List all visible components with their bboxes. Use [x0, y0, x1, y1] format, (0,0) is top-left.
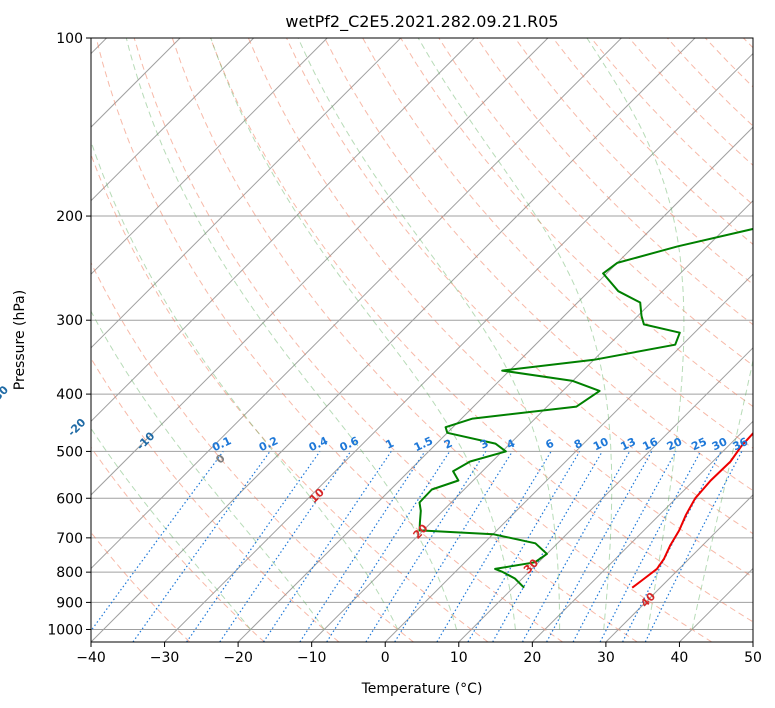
dry-adiabat [171, 38, 713, 642]
isotherm-gridline [752, 641, 753, 642]
y-tick-label: 800 [56, 565, 83, 581]
mixing-ratio-label: 25 [689, 435, 708, 453]
dry-adiabat [91, 357, 340, 642]
series-layer [418, 227, 753, 589]
mixing-ratio-line [546, 451, 653, 642]
y-tick-label: 900 [56, 595, 83, 611]
isotherm-gridline [91, 38, 622, 570]
dry-adiabat [91, 261, 414, 642]
isotherm-gridline [91, 38, 475, 423]
dry-adiabat-label: -30 [0, 383, 11, 406]
y-tick-label: 600 [56, 491, 83, 507]
isotherm-gridline [91, 38, 549, 496]
mixing-ratio-label: 13 [618, 435, 637, 453]
dry-adiabat [514, 38, 753, 285]
y-tick-label: 300 [56, 313, 83, 329]
isotherm-gridline [91, 38, 255, 202]
plot-background [91, 38, 753, 642]
mixing-ratio-label: 36 [731, 435, 751, 453]
moist-adiabat [91, 139, 399, 630]
mixing-ratio-line [91, 451, 224, 632]
isotherm-gridline [531, 420, 753, 642]
x-tick-label: −40 [76, 650, 106, 666]
dry-adiabat [91, 446, 265, 642]
moist-adiabat [417, 38, 613, 630]
dry-adiabat [286, 38, 753, 535]
isotherm-gridline [91, 38, 696, 642]
isotherm-gridline [458, 347, 753, 642]
y-tick-label: 400 [56, 387, 83, 403]
dewpoint-profile-line [418, 227, 753, 589]
isotherm-gridline [91, 38, 402, 349]
y-tick-label: 500 [56, 444, 83, 460]
x-tick-label: 0 [381, 650, 390, 666]
moist-adiabat [586, 38, 685, 630]
x-tick-label: 40 [671, 650, 689, 666]
mixing-ratio-line [186, 451, 321, 642]
mixing-ratio-label: 30 [710, 435, 730, 453]
x-tick-label: 30 [597, 650, 615, 666]
moist-adiabat [297, 38, 561, 630]
x-axis-label: Temperature (°C) [361, 681, 483, 697]
y-tick-label: 100 [56, 31, 83, 47]
isotherm-gridline [605, 494, 753, 642]
moist-adiabat [91, 310, 325, 630]
isotherm-gridline [384, 273, 753, 642]
dry-adiabat [209, 38, 753, 623]
dry-adiabat [95, 38, 563, 642]
mixing-ratio-line [394, 451, 513, 642]
mixing-ratio-line [326, 451, 451, 642]
plot-frame [90, 37, 754, 643]
dry-adiabat-label: -20 [65, 416, 88, 439]
y-axis-label: Pressure (hPa) [12, 290, 28, 390]
background-lines [91, 38, 753, 642]
mixing-ratio-label: 16 [641, 435, 661, 453]
x-tick-label: −30 [150, 650, 180, 666]
dry-adiabat [324, 38, 753, 492]
temperature-profile-line [631, 431, 753, 589]
x-tick-label: −10 [297, 650, 327, 666]
moist-adiabat [210, 38, 516, 630]
x-tick-label: 50 [744, 650, 762, 666]
y-tick-label: 1000 [47, 622, 83, 638]
isotherm-gridline [91, 38, 328, 275]
mixing-ratio-line [299, 451, 426, 642]
mixing-ratio-line [262, 451, 392, 642]
mixing-ratio-label: 10 [591, 435, 611, 453]
x-tick-label: 20 [523, 650, 541, 666]
moist-adiabat [125, 38, 458, 630]
axis-ticks: −40 −30 −20 −10 0 10 20 30 40 50 100 200 300 400 500 60… [47, 31, 762, 666]
mixing-ratio-line [521, 451, 631, 642]
isotherm-gridline [164, 52, 753, 642]
mixing-ratio-line [132, 451, 271, 642]
mixing-ratio-line [644, 451, 743, 642]
moist-adiabat [91, 427, 251, 630]
y-tick-label: 700 [56, 531, 83, 547]
chart-title: wetPf2_C2E5.2021.282.09.21.R05 [285, 12, 558, 32]
moist-adiabat [691, 358, 753, 630]
dry-adiabat [247, 38, 753, 578]
y-tick-label: 200 [56, 209, 83, 225]
mixing-ratio-line [572, 451, 677, 642]
x-tick-label: −20 [223, 650, 253, 666]
isotherm-gridline [237, 126, 753, 642]
x-tick-label: 10 [450, 650, 468, 666]
dry-adiabat [133, 38, 638, 642]
mixing-ratio-line [219, 451, 352, 642]
mixing-ratio-label: 20 [665, 435, 685, 453]
